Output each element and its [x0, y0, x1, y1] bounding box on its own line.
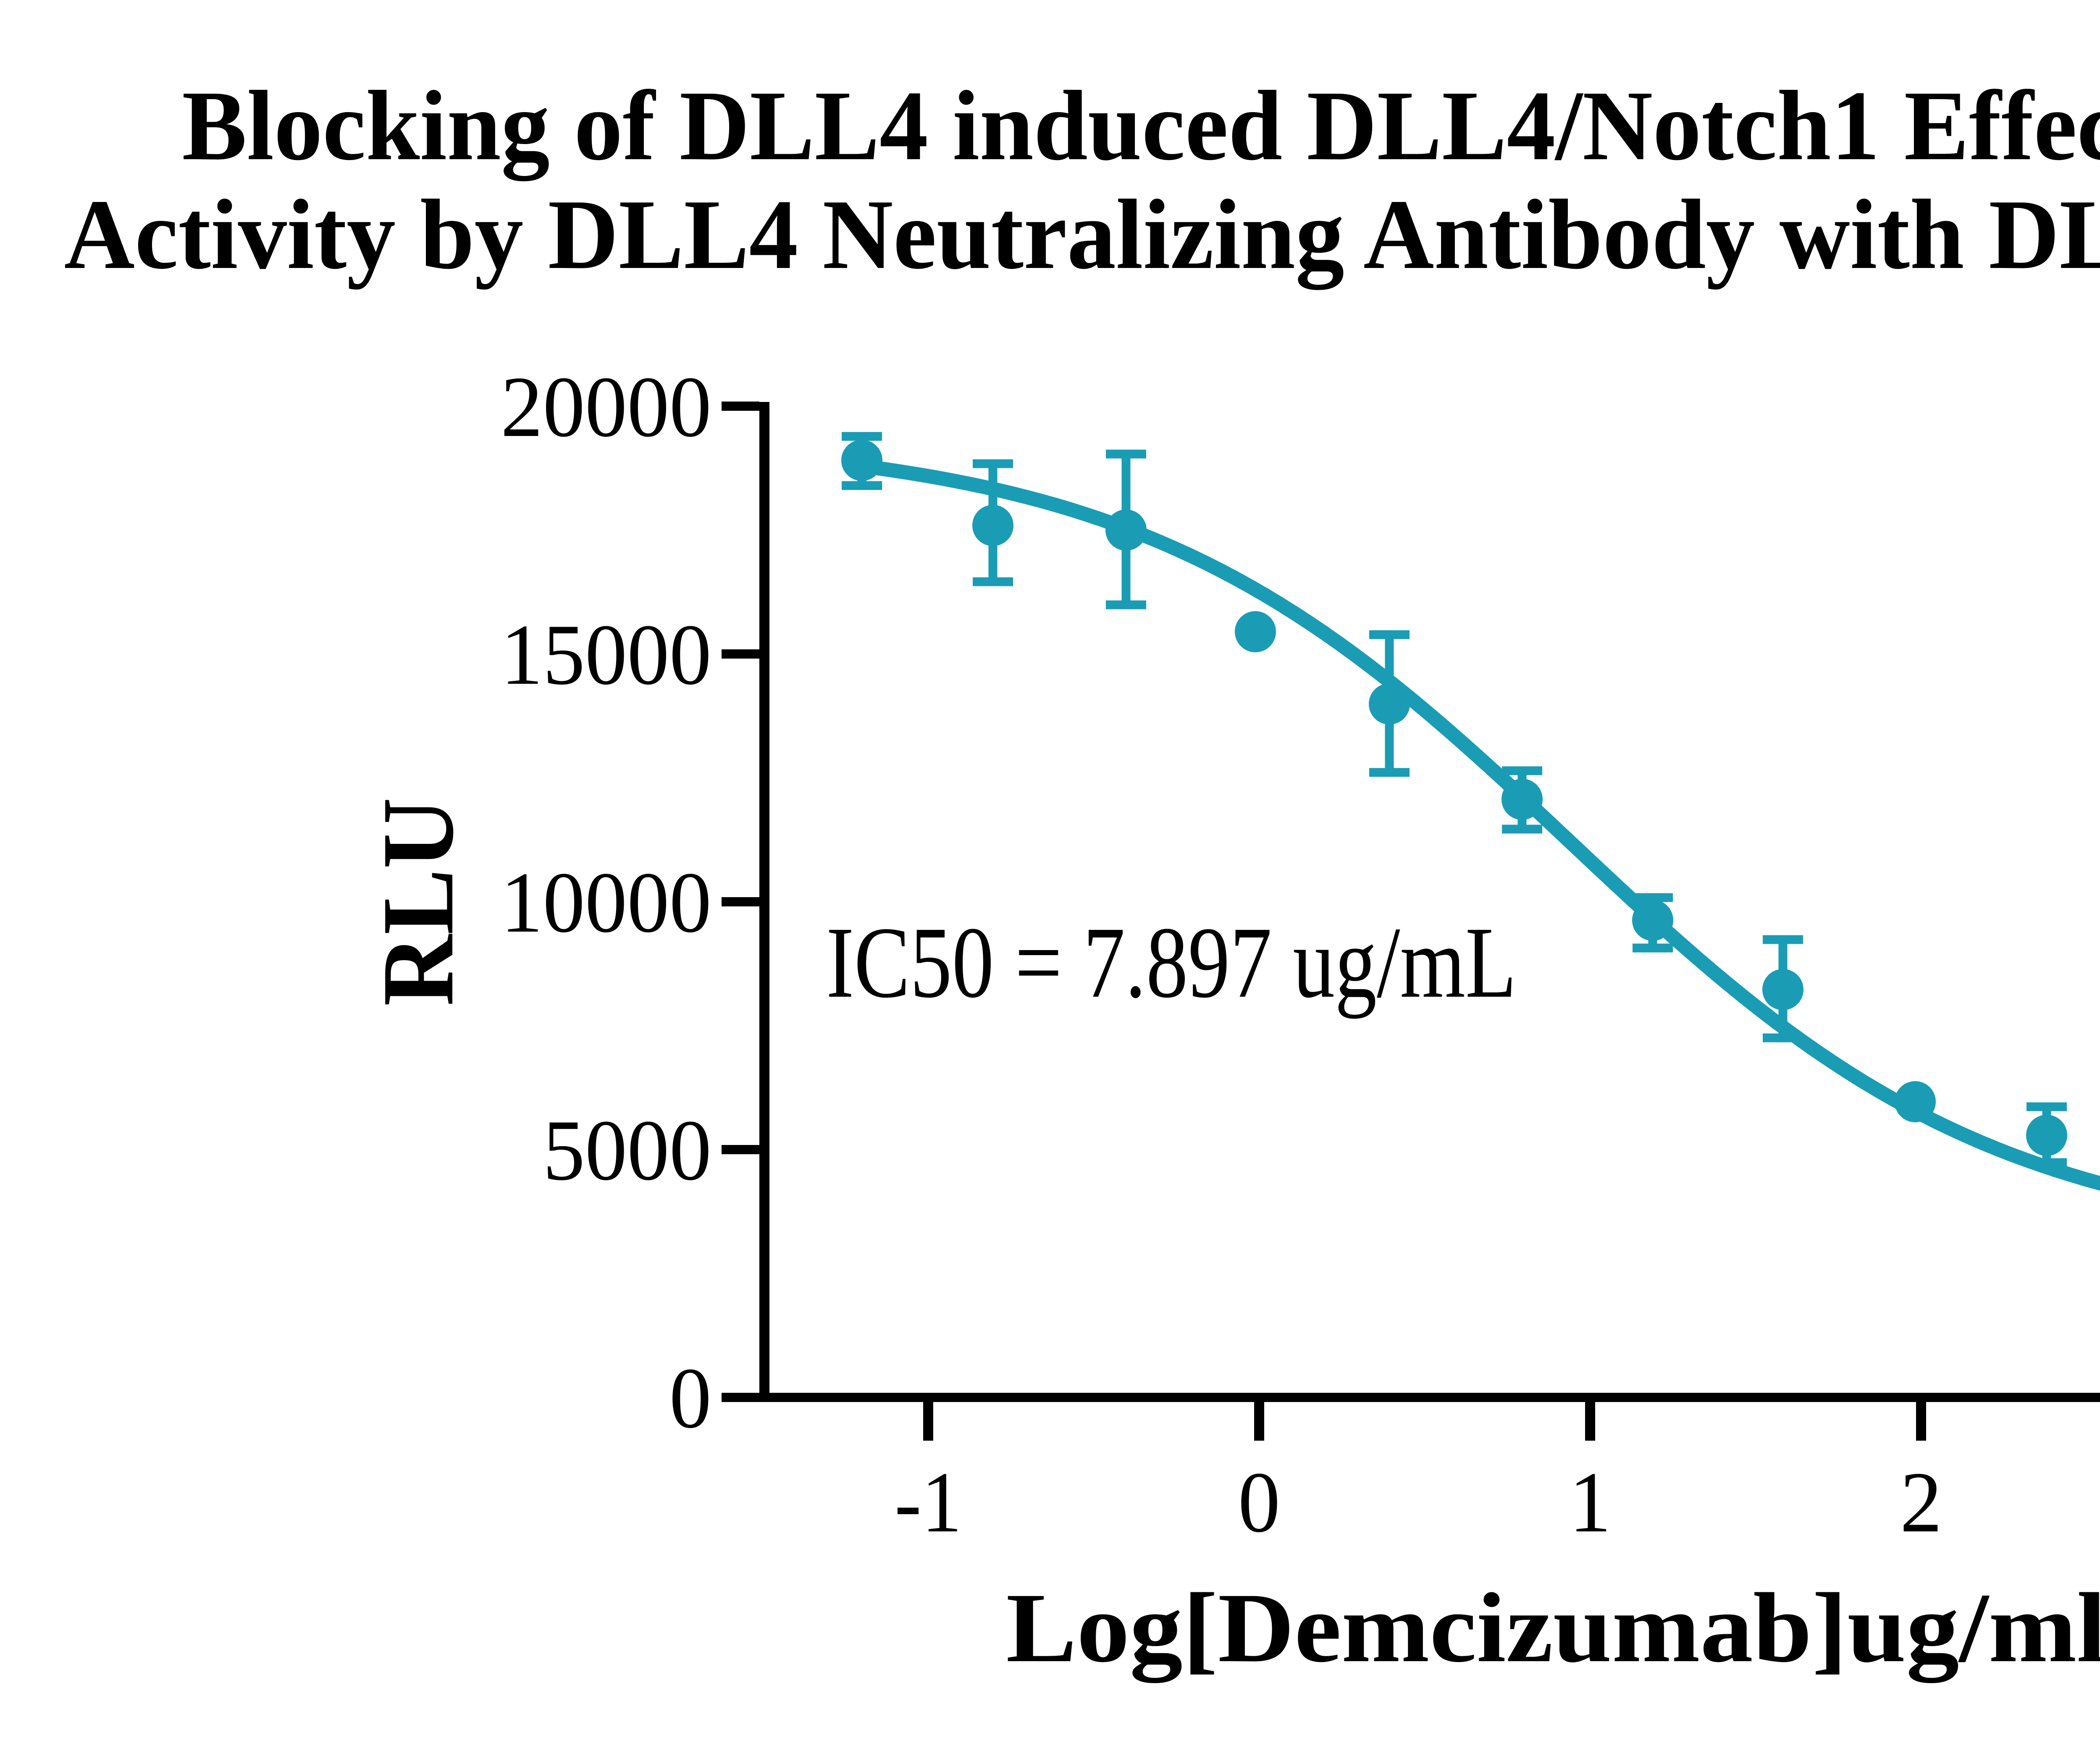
svg-text:10000: 10000 [501, 854, 711, 951]
svg-text:-1: -1 [895, 1455, 962, 1551]
svg-text:0: 0 [669, 1350, 711, 1446]
svg-text:20000: 20000 [501, 359, 711, 455]
svg-text:1: 1 [1569, 1454, 1611, 1550]
svg-text:2: 2 [1900, 1454, 1942, 1550]
svg-text:Activity by DLL4 Neutralizing: Activity by DLL4 Neutralizing Antibody w… [64, 173, 2100, 290]
svg-text:Log[Demcizumab]ug/ml: Log[Demcizumab]ug/ml [1006, 1573, 2100, 1683]
svg-text:5000: 5000 [543, 1102, 711, 1198]
svg-text:0: 0 [1238, 1454, 1280, 1550]
svg-text:IC50 = 7.897 ug/mL: IC50 = 7.897 ug/mL [826, 906, 1517, 1019]
svg-text:15000: 15000 [501, 607, 711, 703]
svg-text:RLU: RLU [361, 798, 475, 1006]
svg-text:Blocking of DLL4 induced DLL4/: Blocking of DLL4 induced DLL4/Notch1 Eff… [182, 70, 2100, 181]
